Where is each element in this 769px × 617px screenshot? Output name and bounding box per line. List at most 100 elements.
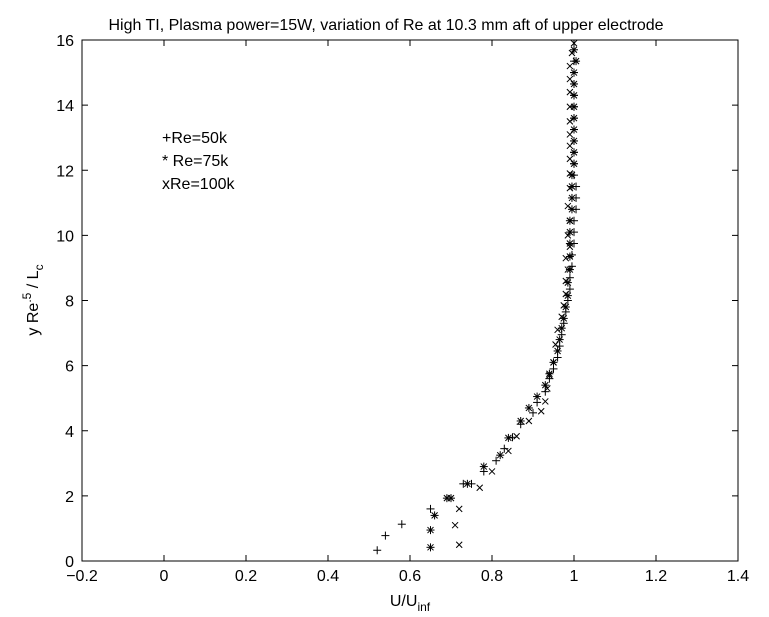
- plus-marker: [381, 531, 390, 540]
- plus-marker: [565, 285, 574, 294]
- y-tick-label: 16: [56, 33, 74, 50]
- asterisk-marker: [479, 462, 488, 471]
- x-marker: [570, 39, 578, 47]
- x-tick-label: 0: [160, 568, 169, 585]
- asterisk-marker: [555, 335, 564, 344]
- x-marker: [455, 505, 463, 513]
- asterisk-marker: [570, 91, 578, 100]
- plus-marker: [492, 456, 501, 465]
- x-marker: [558, 313, 566, 321]
- y-axis-label: y Re.5 / Lc: [20, 264, 46, 335]
- y-axis-label-base: y Re: [25, 303, 42, 336]
- x-axis-label-base: U/U: [390, 593, 418, 610]
- x-tick-label: 1: [570, 568, 579, 585]
- series-asterisk-marker: [426, 45, 581, 552]
- x-marker: [566, 170, 574, 177]
- x-marker: [451, 521, 459, 529]
- plus-marker: [397, 520, 406, 529]
- series-plus-marker: [373, 57, 581, 555]
- x-marker: [566, 243, 574, 251]
- plus-marker: [426, 504, 435, 513]
- x-marker: [546, 372, 553, 379]
- data-markers: [373, 39, 581, 555]
- x-marker: [566, 75, 574, 83]
- x-marker: [554, 326, 561, 334]
- asterisk-marker: [504, 433, 513, 442]
- x-tick-label: 0.2: [235, 568, 257, 585]
- x-marker: [443, 494, 451, 502]
- asterisk-marker: [570, 68, 578, 77]
- x-marker: [564, 232, 572, 239]
- y-axis-label-superscript: .5: [20, 292, 34, 302]
- legend-entry-re75k: * Re=75k: [162, 153, 229, 170]
- legend-entry-re50k: +Re=50k: [162, 130, 228, 147]
- x-marker: [564, 266, 572, 273]
- x-marker: [566, 217, 574, 225]
- x-tick-label: 0.8: [481, 568, 503, 585]
- plus-marker: [529, 408, 537, 417]
- asterisk-marker: [545, 369, 554, 378]
- asterisk-marker: [541, 381, 550, 390]
- legend-annotation: +Re=50k * Re=75k xRe=100k: [162, 130, 235, 193]
- asterisk-marker: [516, 416, 525, 425]
- x-marker: [550, 359, 557, 366]
- x-marker: [505, 447, 512, 455]
- asterisk-marker: [565, 252, 574, 261]
- x-marker: [566, 103, 574, 111]
- x-tick-label: 0.4: [317, 568, 339, 585]
- asterisk-marker: [430, 511, 439, 520]
- x-marker: [566, 118, 574, 125]
- x-axis-label-subscript: inf: [417, 600, 430, 614]
- x-marker: [476, 484, 484, 492]
- x-marker: [566, 62, 574, 70]
- asterisk-marker: [447, 494, 455, 503]
- asterisk-marker: [572, 57, 581, 66]
- asterisk-marker: [570, 114, 578, 123]
- asterisk-marker: [570, 102, 578, 111]
- x-marker: [566, 131, 574, 138]
- x-tick-label: 0.6: [399, 568, 421, 585]
- y-tick-label: 0: [65, 554, 74, 571]
- x-marker: [513, 432, 520, 440]
- asterisk-marker: [570, 45, 578, 54]
- y-axis-label-middle: / L: [25, 270, 42, 292]
- x-marker: [562, 277, 570, 285]
- x-marker: [525, 417, 533, 425]
- y-tick-label: 14: [56, 98, 74, 115]
- asterisk-marker: [570, 79, 578, 88]
- asterisk-marker: [463, 479, 472, 488]
- y-tick-label: 2: [65, 489, 74, 506]
- x-axis-label: U/Uinf: [390, 593, 431, 614]
- asterisk-marker: [570, 136, 578, 145]
- x-marker: [566, 142, 574, 150]
- asterisk-marker: [565, 228, 574, 237]
- asterisk-marker: [570, 125, 578, 134]
- x-marker: [564, 202, 572, 210]
- x-marker: [568, 49, 576, 57]
- x-marker: [566, 88, 574, 96]
- asterisk-marker: [567, 205, 576, 214]
- x-marker: [562, 290, 570, 298]
- y-tick-label: 8: [65, 294, 74, 311]
- x-marker: [488, 468, 496, 475]
- x-marker: [455, 541, 463, 549]
- y-tick-label: 4: [65, 424, 74, 441]
- x-marker: [566, 155, 574, 163]
- chart-title: High TI, Plasma power=15W, variation of …: [108, 17, 663, 34]
- x-marker: [552, 341, 559, 348]
- series-x-marker: [443, 39, 578, 549]
- x-tick-label: 1.4: [727, 568, 749, 585]
- x-tick-label: −0.2: [66, 568, 98, 585]
- asterisk-marker: [570, 148, 578, 157]
- x-marker: [543, 385, 551, 392]
- asterisk-marker: [426, 526, 435, 535]
- y-tick-label: 12: [56, 163, 74, 180]
- x-marker: [562, 254, 570, 262]
- plus-marker: [500, 444, 509, 453]
- y-tick-label: 10: [56, 228, 74, 245]
- x-marker: [566, 184, 574, 192]
- asterisk-marker: [426, 543, 435, 552]
